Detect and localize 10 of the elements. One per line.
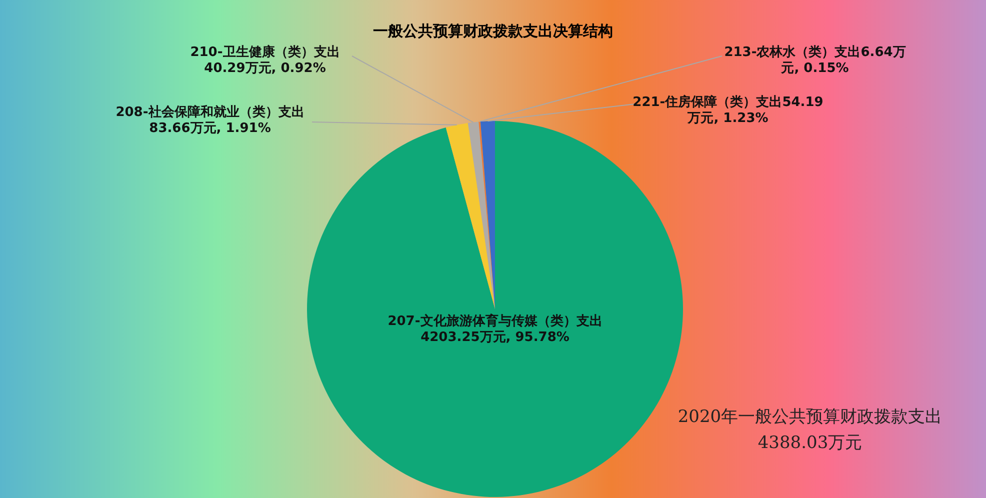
slice-label: 210-卫生健康（类）支出 xyxy=(190,45,340,60)
chart-title: 一般公共预算财政拨款支出决算结构 xyxy=(372,22,614,41)
slice-label: 208-社会保障和就业（类）支出 xyxy=(116,105,304,120)
slice-label: 221-住房保障（类）支出54.19万元, 1.23% xyxy=(632,95,824,127)
slice-label: 213-农林水（类）支出6.64万元, 0.15% xyxy=(723,45,907,77)
text: 2020年一般公共预算财政拨款支出4388.03万元 xyxy=(676,406,944,455)
data-label: 4203.25万元, 95.78% xyxy=(420,330,570,345)
data-label: 83.66万元, 1.91% xyxy=(149,121,271,136)
data-label: 40.29万元, 0.92% xyxy=(204,61,326,76)
slice-label: 207-文化旅游体育与传媒（类）支出 xyxy=(388,314,602,329)
